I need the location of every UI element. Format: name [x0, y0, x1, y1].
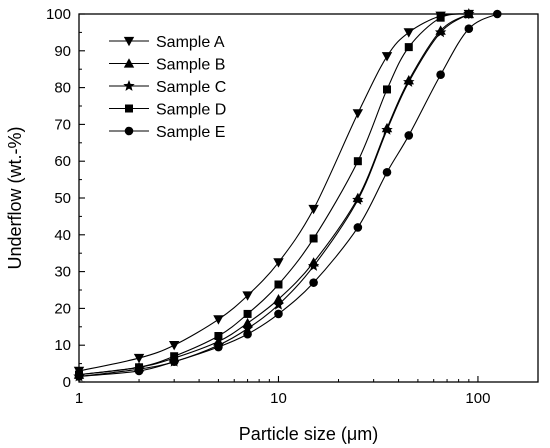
- legend: Sample A Sample B Sample C Sample D Sample E: [109, 34, 226, 141]
- y-tick-label: 60: [54, 153, 71, 170]
- data-point: [74, 372, 84, 381]
- data-point: [352, 109, 364, 119]
- legend-entry: Sample C: [109, 79, 226, 96]
- axis-ticks: [78, 13, 479, 383]
- data-point: [241, 322, 254, 334]
- legend-label: Sample D: [156, 102, 226, 119]
- data-point: [273, 258, 284, 268]
- data-point: [272, 298, 285, 310]
- x-axis-title: Particle size (μm): [239, 424, 378, 444]
- data-point: [381, 52, 393, 62]
- data-point: [308, 204, 319, 215]
- legend-marker: [125, 104, 133, 113]
- legend-marker: [123, 80, 135, 91]
- data-point: [352, 193, 364, 205]
- data-point: [309, 278, 318, 287]
- data-point: [242, 317, 253, 328]
- data-point: [170, 352, 179, 361]
- legend-marker: [123, 36, 135, 47]
- series-sample-b: [73, 8, 475, 379]
- series-layer: [73, 8, 502, 382]
- data-point: [353, 157, 362, 166]
- data-point: [274, 280, 283, 289]
- y-tick-label: 0: [63, 374, 71, 391]
- data-point: [274, 309, 283, 319]
- y-tick-label: 80: [54, 80, 71, 97]
- series-sample-d: [75, 10, 473, 379]
- y-tick-label: 100: [46, 6, 71, 23]
- plot-frame: [78, 13, 539, 383]
- legend-entry: Sample B: [109, 57, 225, 74]
- data-point: [133, 353, 145, 364]
- data-point: [404, 131, 414, 140]
- legend-label: Sample C: [156, 79, 226, 96]
- data-point: [464, 24, 474, 34]
- data-point: [403, 76, 415, 87]
- data-point: [243, 329, 252, 339]
- data-point: [383, 85, 392, 94]
- data-point: [381, 123, 393, 135]
- data-point: [436, 70, 445, 80]
- data-point: [436, 13, 445, 22]
- data-point: [169, 357, 179, 367]
- data-point: [404, 43, 413, 52]
- series-line: [78, 13, 498, 378]
- y-tick-label: 30: [54, 264, 71, 281]
- y-tick-label: 40: [54, 227, 71, 244]
- series-line: [78, 13, 470, 378]
- plot-area-border: [78, 13, 539, 383]
- legend-entry: Sample E: [109, 124, 225, 141]
- series-sample-a: [73, 9, 475, 377]
- data-point: [134, 366, 144, 376]
- data-point: [242, 291, 253, 301]
- x-tick-label: 1: [75, 390, 83, 407]
- data-point: [214, 342, 223, 352]
- data-point: [243, 309, 252, 318]
- data-point: [214, 332, 223, 340]
- x-tick-label: 10: [270, 390, 287, 407]
- legend-entry: Sample D: [109, 102, 226, 119]
- data-point: [213, 315, 224, 325]
- legend-label: Sample A: [156, 34, 225, 51]
- y-axis-title: Underflow (wt.-%): [5, 126, 25, 269]
- data-point: [168, 341, 180, 351]
- data-point: [403, 28, 414, 38]
- data-point: [353, 223, 363, 232]
- y-tick-label: 70: [54, 116, 71, 133]
- data-point: [307, 260, 320, 271]
- y-tick-label: 10: [54, 337, 71, 354]
- data-point: [434, 26, 447, 38]
- legend-entry: Sample A: [109, 34, 225, 51]
- series-line: [78, 13, 470, 376]
- series-sample-e: [74, 9, 502, 381]
- legend-marker: [123, 58, 135, 68]
- y-tick-label: 20: [54, 300, 71, 317]
- y-tick-label: 90: [54, 43, 71, 60]
- legend-marker: [124, 126, 134, 136]
- x-tick-label: 100: [465, 390, 490, 407]
- legend-label: Sample B: [156, 57, 225, 74]
- data-point: [273, 294, 284, 304]
- data-point: [464, 10, 473, 18]
- series-line: [78, 13, 469, 376]
- data-point: [309, 234, 318, 243]
- data-point: [492, 9, 502, 19]
- data-point: [382, 167, 392, 177]
- legend-label: Sample E: [156, 124, 225, 141]
- y-tick-label: 50: [54, 190, 71, 207]
